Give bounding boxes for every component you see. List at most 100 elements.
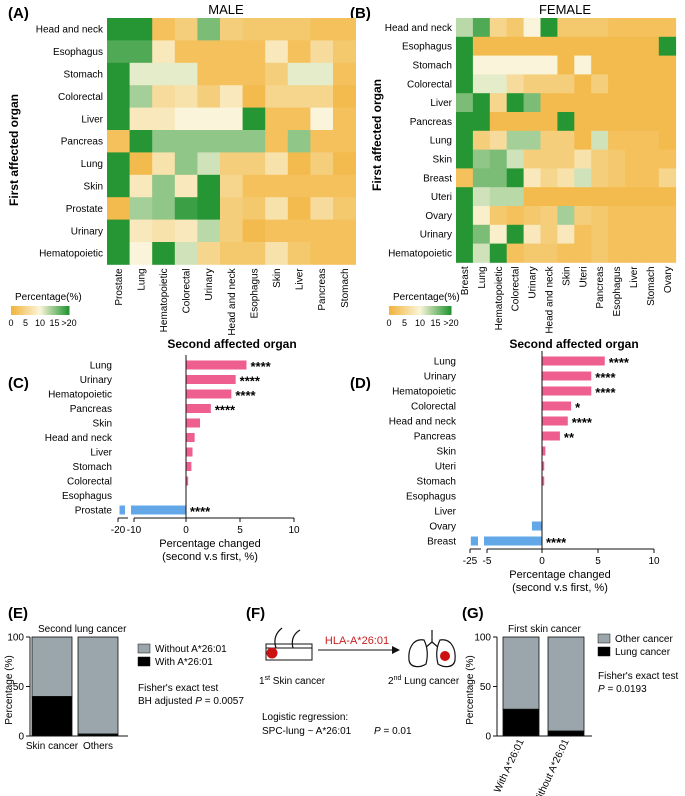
col-label-pancreas: Pancreas bbox=[595, 266, 606, 308]
cell-lung-stomach bbox=[333, 152, 356, 176]
x-tick-label-0: 0 bbox=[183, 525, 189, 536]
chart-e-stat-value: = 0.0057 bbox=[202, 696, 244, 707]
cell-colorectal-esophagus bbox=[242, 85, 266, 108]
cell-uteri-hematopoietic bbox=[489, 187, 508, 207]
cell-colorectal-skin bbox=[265, 85, 289, 108]
x-axis-label-2: (second v.s first, %) bbox=[162, 551, 258, 563]
tumor-dot-skin bbox=[266, 647, 278, 659]
bar-label-urinary: Urinary bbox=[424, 372, 456, 383]
cell-pancreas-colorectal bbox=[174, 130, 198, 153]
cell-liver-urinary bbox=[523, 93, 541, 113]
cell-prostate-lung bbox=[129, 197, 153, 220]
bar-chart-d: Lung **** Urinary **** Hematopoietic **** Colo… bbox=[389, 351, 660, 594]
cell-pancreas-esophagus bbox=[608, 112, 626, 132]
row-label-urinary: Urinary bbox=[71, 226, 103, 237]
col-label-head-and-neck: Head and neck bbox=[227, 267, 238, 335]
row-label-lung: Lung bbox=[81, 159, 103, 170]
legend-gradient-step bbox=[16, 306, 19, 315]
cell-colorectal-head-and-neck bbox=[220, 85, 243, 108]
cell-esophagus-colorectal bbox=[174, 40, 198, 64]
cell-pancreas-uteri bbox=[574, 112, 592, 132]
cell-pancreas-liver bbox=[287, 130, 311, 153]
bar-hematopoietic bbox=[186, 389, 232, 399]
x-tick-label-10: 10 bbox=[288, 525, 300, 536]
cell-urinary-esophagus bbox=[608, 224, 626, 244]
legend-gradient-step bbox=[29, 306, 32, 315]
cell-uteri-stomach bbox=[641, 187, 660, 207]
cell-esophagus-pancreas bbox=[310, 40, 334, 64]
bar-label-head-and-neck: Head and neck bbox=[45, 433, 113, 444]
cell-esophagus-urinary bbox=[197, 40, 221, 64]
cell-breast-urinary bbox=[523, 168, 541, 188]
cell-uteri-breast bbox=[456, 187, 474, 207]
second-text: Lung cancer bbox=[401, 676, 459, 687]
cell-liver-lung bbox=[129, 107, 153, 131]
bar-label-colorectal: Colorectal bbox=[67, 477, 112, 488]
cell-skin-pancreas bbox=[591, 149, 609, 169]
cell-pancreas-pancreas bbox=[591, 112, 609, 132]
bar-label-stomach: Stomach bbox=[417, 477, 456, 488]
legend-gradient-step bbox=[15, 306, 18, 315]
cell-urinary-head-and-neck bbox=[540, 224, 558, 244]
legend-gradient-step bbox=[423, 306, 426, 315]
legend-gradient-step bbox=[395, 306, 398, 315]
cell-prostate-hematopoietic bbox=[152, 197, 176, 220]
col-label-hematopoietic: Hematopoietic bbox=[494, 266, 505, 330]
cell-stomach-colorectal bbox=[506, 55, 524, 75]
heatmap-b-xlabel: Second affected organ bbox=[509, 337, 638, 351]
cell-pancreas-stomach bbox=[641, 112, 660, 132]
panel-e: Second lung cancer 0 50 100 Skin cancer Othe… bbox=[4, 624, 244, 752]
cell-liver-prostate bbox=[107, 107, 130, 131]
cell-head-and-neck-stomach bbox=[641, 18, 660, 38]
row-label-ovary: Ovary bbox=[425, 211, 452, 222]
cell-liver-liver bbox=[287, 107, 311, 131]
cell-head-and-neck-urinary bbox=[197, 18, 221, 41]
legend-tick-5: 5 bbox=[23, 318, 28, 328]
col-label-ovary: Ovary bbox=[663, 266, 674, 293]
cell-head-and-neck-esophagus bbox=[608, 18, 626, 38]
cell-urinary-urinary bbox=[523, 224, 541, 244]
bar-label-head-and-neck: Head and neck bbox=[389, 417, 457, 428]
cell-prostate-prostate bbox=[107, 197, 130, 220]
cell-esophagus-liver bbox=[287, 40, 311, 64]
legend-gradient-step bbox=[63, 306, 66, 315]
cell-ovary-ovary bbox=[658, 206, 677, 226]
legend-gradient-step bbox=[433, 306, 436, 315]
cell-esophagus-esophagus bbox=[242, 40, 266, 64]
cell-stomach-hematopoietic bbox=[489, 55, 508, 75]
cell-head-and-neck-breast bbox=[456, 18, 474, 38]
bar-ovary bbox=[531, 521, 542, 531]
cell-head-and-neck-hematopoietic bbox=[152, 18, 176, 41]
cell-ovary-liver bbox=[625, 206, 643, 226]
cell-stomach-head-and-neck bbox=[540, 55, 558, 75]
cell-breast-skin bbox=[557, 168, 575, 188]
cell-urinary-uteri bbox=[574, 224, 592, 244]
legend-gradient-step bbox=[64, 306, 67, 315]
row-label-hematopoietic: Hematopoietic bbox=[388, 249, 452, 260]
significance-lung: **** bbox=[609, 355, 630, 370]
heatmap-a-legend: Percentage(%) 0 5 10 15 >20 bbox=[8, 292, 81, 328]
cell-uteri-pancreas bbox=[591, 187, 609, 207]
legend-gradient-step bbox=[13, 306, 16, 315]
cell-ovary-head-and-neck bbox=[540, 206, 558, 226]
legend-label-with-a-26-01: With A*26:01 bbox=[155, 657, 213, 668]
cell-head-and-neck-lung bbox=[129, 18, 153, 41]
panel-letter-c: (C) bbox=[8, 375, 29, 392]
cell-hematopoietic-lung bbox=[472, 243, 491, 263]
cell-lung-lung bbox=[472, 130, 491, 150]
x-tick-label-5: 5 bbox=[595, 556, 601, 567]
legend-gradient-step bbox=[409, 306, 412, 315]
cell-pancreas-urinary bbox=[523, 112, 541, 132]
cell-hematopoietic-ovary bbox=[658, 243, 677, 263]
cell-esophagus-liver bbox=[625, 36, 643, 56]
cell-hematopoietic-urinary bbox=[523, 243, 541, 263]
cell-skin-liver bbox=[287, 174, 311, 198]
bar-label-hematopoietic: Hematopoietic bbox=[392, 387, 456, 398]
chart-e-stat-line1: Fisher's exact test bbox=[138, 683, 218, 694]
second-sup: nd bbox=[394, 675, 402, 682]
col-label-pancreas: Pancreas bbox=[317, 268, 328, 310]
cell-pancreas-skin bbox=[265, 130, 289, 153]
row-label-liver: Liver bbox=[81, 114, 103, 125]
panel-f: HLA-A*26:01 1st Skin cancer 2nd Lung can… bbox=[259, 627, 460, 737]
cell-colorectal-colorectal bbox=[506, 74, 524, 94]
